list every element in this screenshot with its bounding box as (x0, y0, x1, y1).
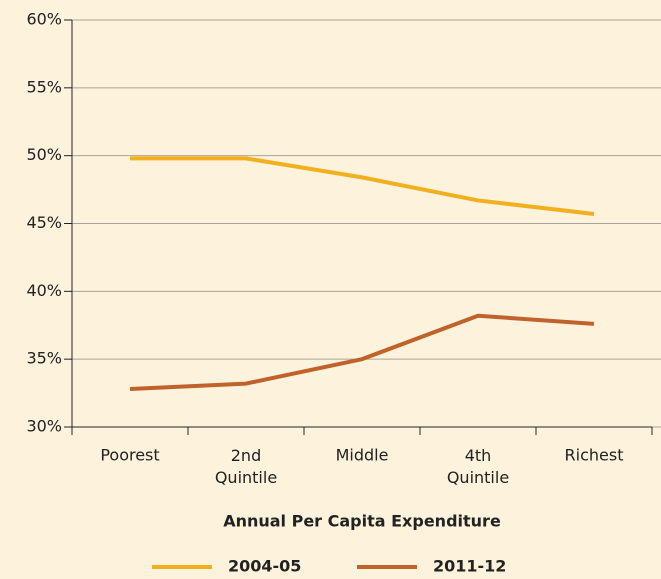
y-tick-label: 55% (26, 77, 62, 96)
x-tick-label: Richest (565, 446, 624, 465)
legend-label: 2011-12 (433, 557, 506, 576)
x-tick-label: Middle (336, 446, 389, 465)
x-tick-label: 2nd Quintile (215, 446, 277, 487)
y-tick-label: 50% (26, 145, 62, 164)
y-tick-label: 60% (26, 10, 62, 29)
series-line (130, 156, 595, 216)
x-tick-label: Poorest (100, 446, 159, 465)
y-tick-label: 30% (26, 417, 62, 436)
y-tick-label: 35% (26, 349, 62, 368)
legend-label: 2004-05 (228, 557, 301, 576)
x-tick-label: 4th Quintile (447, 446, 509, 487)
series-line (129, 313, 595, 392)
y-tick-label: 45% (26, 213, 62, 232)
x-axis-title: Annual Per Capita Expenditure (223, 512, 501, 531)
y-tick-label: 40% (26, 281, 62, 300)
